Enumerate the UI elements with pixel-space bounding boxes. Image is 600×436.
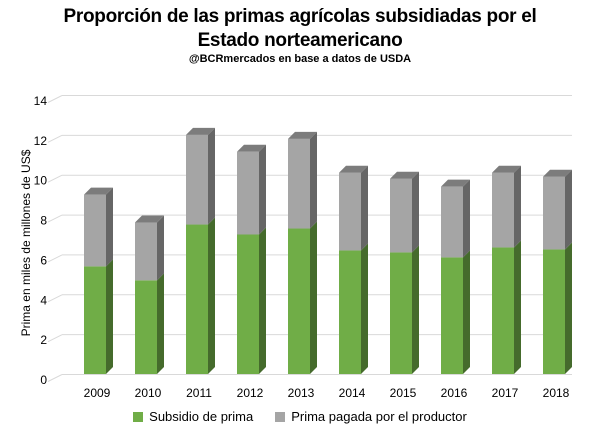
bar-2017-productor [492, 172, 514, 248]
bar-2015-productor [390, 178, 412, 253]
x-tick-label-2011: 2011 [186, 386, 212, 400]
y-tick-label-8: 8 [40, 214, 47, 228]
bar-side-2009-1 [106, 187, 113, 267]
bar-side-2012-1 [259, 144, 266, 235]
y-axis-label: Prima en miles de millones de US$ [19, 149, 33, 336]
y-tick-label-0: 0 [40, 373, 47, 387]
bar-side-2011-1 [208, 127, 215, 225]
bar-2015-subsidio [390, 252, 412, 374]
bar-side-2014-0 [361, 243, 368, 374]
y-tick-label-4: 4 [40, 293, 47, 307]
legend-swatch-productor [275, 411, 286, 422]
gridline-depth-4 [47, 294, 63, 303]
x-axis-ticks: 2009 2010 2011 2012 2013 2014 2015 2016 2017 2018 [84, 386, 570, 400]
bars [84, 127, 572, 374]
bar-2014-productor [339, 172, 361, 251]
legend-label-productor: Prima pagada por el productor [291, 409, 467, 424]
y-axis-ticks: 0 2 4 6 8 10 12 14 [34, 94, 48, 387]
bar-top-2018 [543, 169, 572, 177]
x-tick-label-2016: 2016 [441, 386, 468, 400]
bar-top-2017 [492, 165, 521, 173]
bar-2018-productor [543, 176, 565, 250]
bar-2009-productor [84, 194, 106, 267]
bar-top-2009 [84, 187, 113, 195]
legend-item-subsidio: Subsidio de prima [133, 409, 253, 424]
bar-side-2017-1 [514, 165, 521, 248]
bar-side-2010-0 [157, 273, 164, 374]
y-tick-label-6: 6 [40, 253, 47, 267]
y-tick-label-14: 14 [34, 94, 48, 108]
legend-label-subsidio: Subsidio de prima [149, 409, 254, 424]
y-tick-label-12: 12 [34, 134, 48, 148]
bar-side-2014-1 [361, 165, 368, 251]
bar-2013-productor [288, 138, 310, 229]
bar-2010-productor [135, 222, 157, 281]
x-tick-label-2017: 2017 [492, 386, 519, 400]
gridline-depth-2 [47, 334, 63, 343]
bar-top-2013 [288, 131, 317, 139]
bar-2012-subsidio [237, 234, 259, 374]
bar-2012-productor [237, 151, 259, 235]
bar-2010-subsidio [135, 280, 157, 374]
legend-item-productor: Prima pagada por el productor [275, 409, 467, 424]
gridline-depth-6 [47, 254, 63, 263]
bar-2013-subsidio [288, 228, 310, 374]
gridline-depth-10 [47, 174, 63, 183]
x-tick-label-2015: 2015 [390, 386, 417, 400]
bar-side-2018-1 [565, 169, 572, 250]
bar-top-2011 [186, 127, 215, 135]
chart-subtitle: @BCRmercados en base a datos de USDA [188, 53, 412, 65]
bar-top-2015 [390, 171, 419, 179]
bar-side-2011-0 [208, 217, 215, 374]
y-tick-label-10: 10 [34, 174, 48, 188]
bar-side-2018-0 [565, 242, 572, 374]
bar-2017-subsidio [492, 247, 514, 374]
gridline-depth-14 [47, 95, 63, 103]
bar-top-2014 [339, 165, 368, 173]
gridline-depth-0 [47, 374, 63, 382]
bar-side-2010-1 [157, 215, 164, 281]
bar-2011-productor [186, 134, 208, 225]
y-tick-label-2: 2 [40, 333, 47, 347]
bar-side-2013-0 [310, 221, 317, 374]
x-tick-label-2009: 2009 [84, 386, 111, 400]
legend-swatch-subsidio [133, 411, 144, 422]
bar-top-2012 [237, 144, 266, 152]
legend: Subsidio de prima Prima pagada por el pr… [0, 409, 600, 424]
bar-side-2012-0 [259, 227, 266, 374]
bar-top-2016 [441, 179, 470, 187]
bar-2016-subsidio [441, 257, 463, 374]
bar-side-2017-0 [514, 240, 521, 374]
bar-side-2009-0 [106, 259, 113, 374]
bar-2011-subsidio [186, 224, 208, 374]
x-tick-label-2013: 2013 [288, 386, 315, 400]
bar-top-2010 [135, 215, 164, 223]
x-tick-label-2012: 2012 [237, 386, 264, 400]
x-tick-label-2014: 2014 [339, 386, 366, 400]
x-tick-label-2010: 2010 [135, 386, 162, 400]
bar-side-2015-1 [412, 171, 419, 253]
bar-side-2016-0 [463, 250, 470, 374]
bar-side-2016-1 [463, 179, 470, 258]
bar-2009-subsidio [84, 266, 106, 374]
bar-side-2015-0 [412, 245, 419, 374]
bar-2018-subsidio [543, 249, 565, 374]
bar-side-2013-1 [310, 131, 317, 229]
gridline-depth-8 [47, 214, 63, 223]
bar-2014-subsidio [339, 250, 361, 374]
x-tick-label-2018: 2018 [543, 386, 570, 400]
chart-title-line-1: Proporción de las primas agrícolas subsi… [63, 6, 537, 27]
gridline-depth-12 [47, 134, 63, 143]
bar-2016-productor [441, 186, 463, 258]
chart-title-line-2: Estado norteamericano [197, 30, 403, 51]
